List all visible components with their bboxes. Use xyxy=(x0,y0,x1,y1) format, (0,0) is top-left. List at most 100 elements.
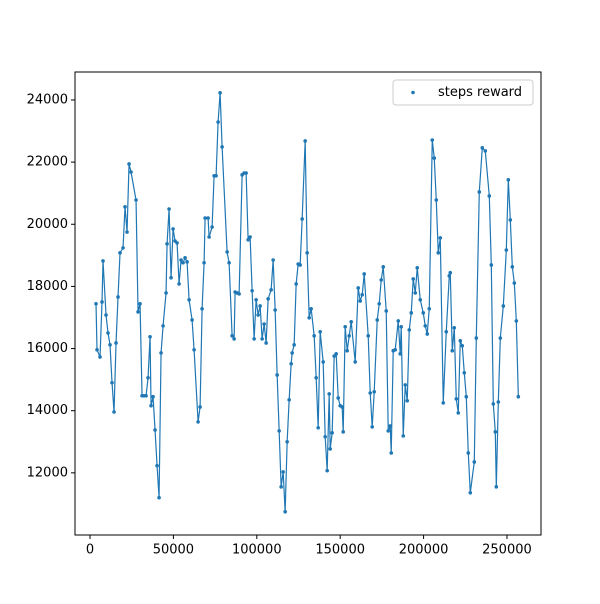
point xyxy=(305,251,309,255)
point xyxy=(506,178,511,182)
point xyxy=(232,337,236,341)
y-tick-label: 18000 xyxy=(27,279,68,294)
point xyxy=(175,241,179,245)
point xyxy=(340,405,344,409)
x-tick-label: 150000 xyxy=(315,543,365,558)
point xyxy=(450,348,455,353)
point xyxy=(116,295,120,299)
point xyxy=(460,343,465,348)
point xyxy=(125,230,129,234)
y-tick-label: 12000 xyxy=(27,465,68,480)
point xyxy=(347,334,351,338)
point xyxy=(425,332,430,336)
point xyxy=(441,401,446,405)
point xyxy=(407,328,412,332)
point xyxy=(206,216,210,220)
point xyxy=(504,248,509,252)
y-tick-label: 24000 xyxy=(27,92,68,107)
point xyxy=(323,435,327,439)
point xyxy=(277,429,281,433)
point xyxy=(104,313,108,317)
point xyxy=(368,391,373,395)
point xyxy=(496,400,501,404)
point xyxy=(464,394,469,399)
point xyxy=(177,282,181,286)
point xyxy=(411,277,416,281)
point xyxy=(187,297,191,302)
point xyxy=(356,286,361,290)
point xyxy=(290,351,294,355)
x-tick-label: 100000 xyxy=(232,543,282,558)
point xyxy=(144,393,148,398)
point xyxy=(452,325,457,330)
point xyxy=(388,424,393,428)
y-tick-label: 14000 xyxy=(27,403,68,418)
point xyxy=(167,207,171,211)
point xyxy=(250,288,254,293)
point xyxy=(436,251,441,255)
point xyxy=(312,334,316,338)
point xyxy=(493,430,498,434)
point xyxy=(468,490,473,495)
point xyxy=(118,251,122,255)
point xyxy=(155,463,159,468)
point xyxy=(252,337,256,341)
point xyxy=(314,375,318,380)
point xyxy=(169,275,173,280)
point xyxy=(438,236,443,240)
point xyxy=(474,336,479,340)
point xyxy=(360,292,365,297)
point xyxy=(512,281,517,285)
point xyxy=(254,297,258,302)
point xyxy=(164,291,168,295)
point xyxy=(413,291,418,295)
point xyxy=(386,429,391,433)
x-tick-label: 250000 xyxy=(482,543,532,558)
point xyxy=(353,360,358,364)
point xyxy=(285,439,289,444)
point xyxy=(510,265,515,269)
point xyxy=(210,225,214,229)
point xyxy=(362,272,367,276)
point xyxy=(327,392,331,396)
point xyxy=(298,263,302,267)
point xyxy=(256,313,260,317)
point xyxy=(466,451,471,455)
point xyxy=(273,308,277,312)
point xyxy=(110,380,114,385)
point xyxy=(279,485,283,489)
legend-label: steps reward xyxy=(438,85,522,100)
point xyxy=(134,198,138,202)
point xyxy=(227,260,231,265)
point xyxy=(409,311,414,315)
point xyxy=(148,334,152,339)
point xyxy=(372,389,377,394)
point xyxy=(477,190,482,194)
y-tick-label: 22000 xyxy=(27,155,68,170)
point xyxy=(377,302,382,306)
point xyxy=(185,260,189,264)
point xyxy=(336,396,340,400)
point xyxy=(262,322,266,326)
point xyxy=(334,352,338,356)
point xyxy=(294,282,298,286)
point xyxy=(190,318,194,322)
point xyxy=(501,304,506,308)
point xyxy=(447,274,452,278)
point xyxy=(379,278,384,282)
point xyxy=(123,205,127,209)
point xyxy=(358,299,363,303)
point xyxy=(127,162,131,166)
point xyxy=(307,315,311,320)
point xyxy=(181,260,185,265)
point xyxy=(370,425,375,429)
point xyxy=(289,361,293,366)
point xyxy=(325,468,329,473)
point xyxy=(203,216,207,220)
point xyxy=(121,246,125,250)
point xyxy=(149,403,153,408)
point xyxy=(100,300,104,304)
point xyxy=(480,146,485,150)
point xyxy=(153,428,157,432)
